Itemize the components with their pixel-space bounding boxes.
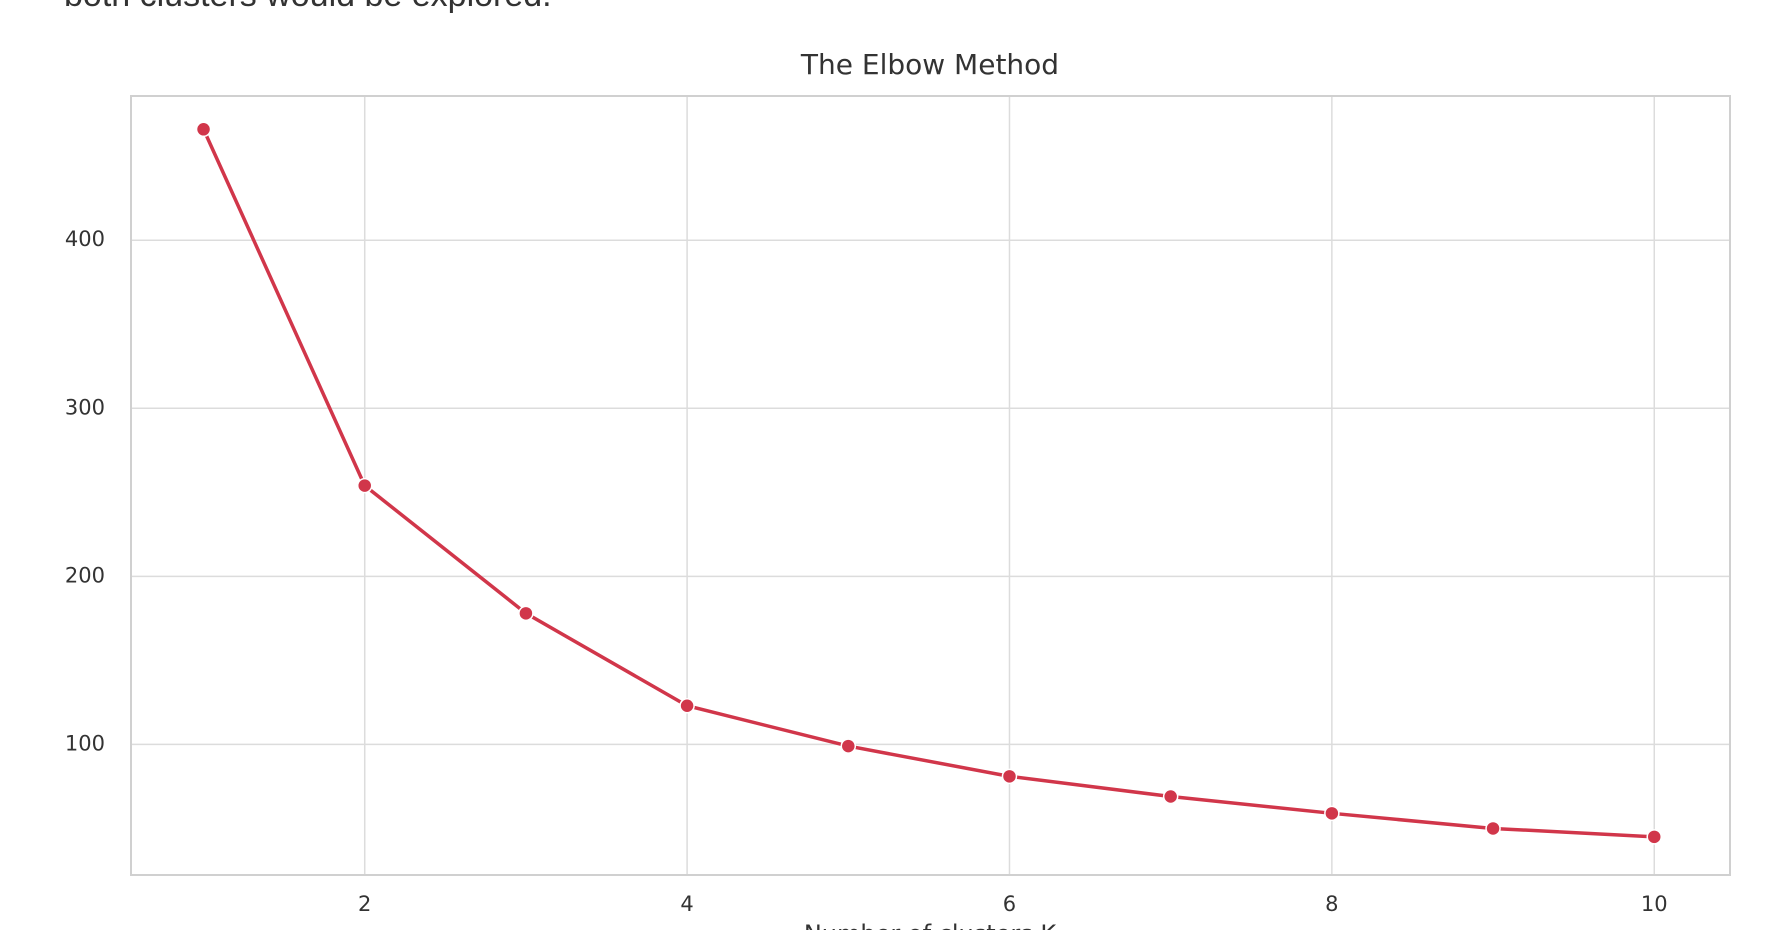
x-tick-label: 6 [1003, 892, 1016, 916]
data-line [201, 128, 1655, 839]
data-point [195, 121, 212, 138]
data-point [1485, 820, 1501, 837]
x-axis-label: Number of clusters K [804, 920, 1058, 930]
y-tick-label: 400 [65, 227, 105, 251]
data-point [1162, 788, 1179, 805]
x-tick-label: 8 [1325, 892, 1338, 916]
x-tick-label: 10 [1641, 892, 1668, 916]
data-point [1001, 768, 1018, 785]
x-tick-label: 4 [680, 892, 693, 916]
data-point [1646, 829, 1662, 845]
y-tick-label: 100 [65, 731, 105, 755]
data-point [1324, 805, 1340, 822]
data-point [356, 477, 373, 494]
intro-text: both clusters would be explored. [64, 0, 552, 14]
y-tick-label: 200 [65, 563, 105, 587]
y-tick-label: 300 [65, 395, 105, 419]
x-tick-label: 2 [358, 892, 371, 916]
chart-title: The Elbow Method [800, 48, 1059, 81]
data-point [840, 738, 857, 754]
plot-frame [130, 95, 1731, 876]
data-point [679, 698, 695, 714]
data-point [518, 605, 534, 622]
